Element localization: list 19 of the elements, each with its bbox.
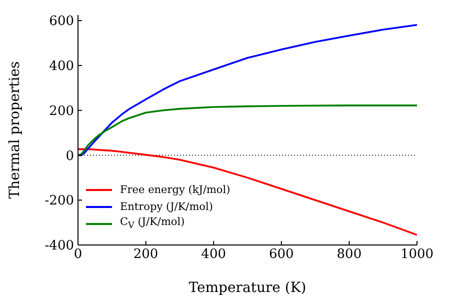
x-tick-label: 800 bbox=[336, 247, 362, 262]
y-tick-label: -200 bbox=[44, 194, 74, 209]
legend-label: Free energy (kJ/mol) bbox=[120, 184, 230, 196]
y-axis-title: Thermal properties bbox=[6, 61, 23, 199]
y-tick-label: -400 bbox=[44, 238, 74, 254]
x-tick-label: 400 bbox=[201, 247, 226, 262]
x-tick-label: 600 bbox=[268, 247, 294, 262]
y-tick-label: 600 bbox=[49, 14, 74, 30]
line-series bbox=[78, 24, 417, 156]
y-tick-label: 0 bbox=[66, 148, 74, 164]
line-series bbox=[78, 148, 417, 236]
legend-label: C$_{V}$ (J/K/mol) bbox=[120, 216, 185, 232]
x-tick-label: 200 bbox=[133, 247, 158, 262]
x-tick-label: 1000 bbox=[400, 247, 434, 262]
line-series bbox=[78, 104, 417, 156]
legend-label: Entropy (J/K/mol) bbox=[120, 200, 213, 212]
y-tick-label: 400 bbox=[49, 59, 74, 74]
y-tick-label: 200 bbox=[49, 104, 74, 119]
x-axis-title: Temperature (K) bbox=[188, 280, 306, 296]
